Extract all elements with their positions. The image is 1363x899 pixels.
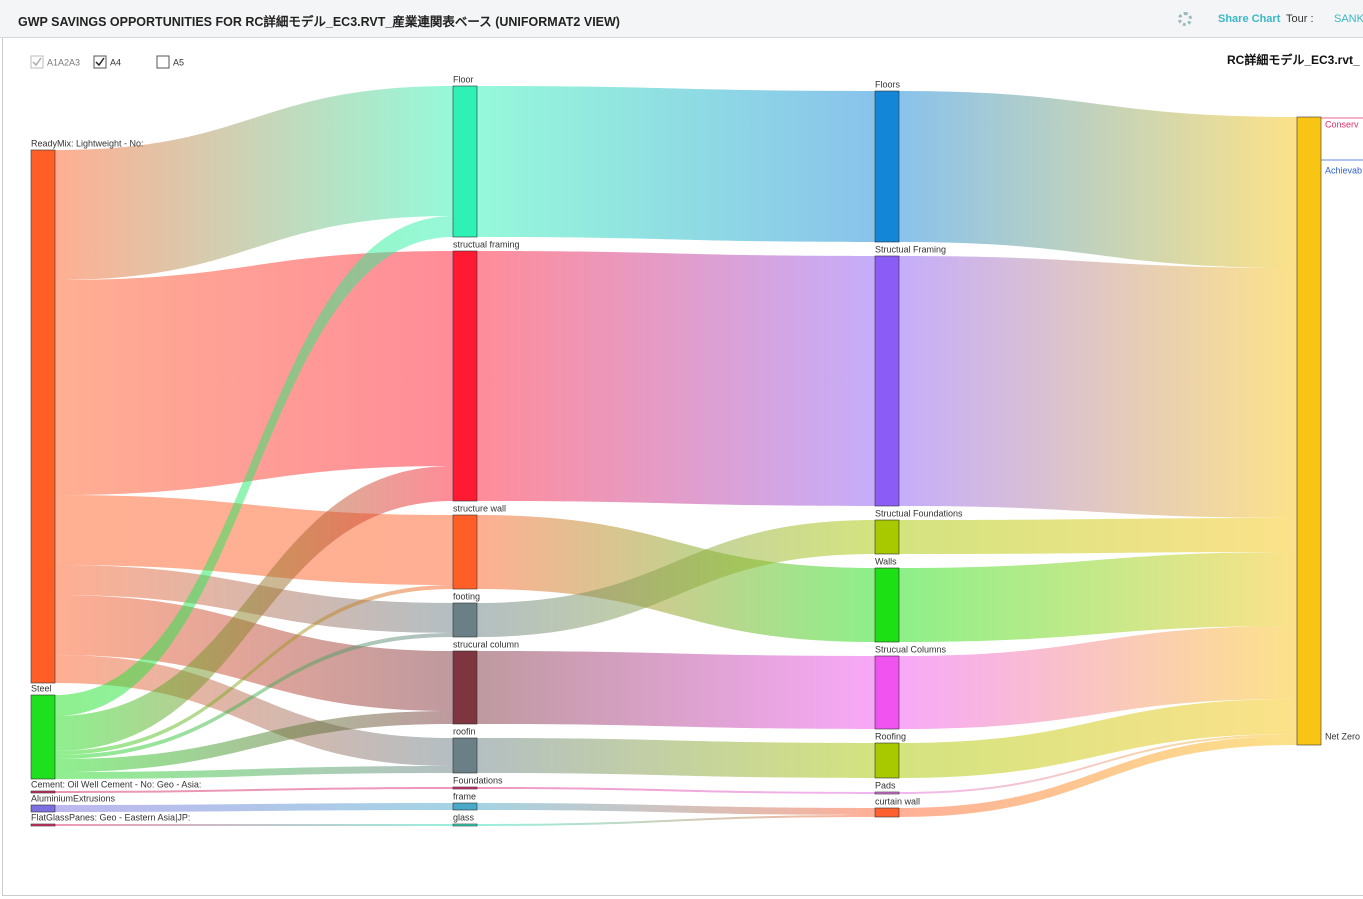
page-title: GWP SAVINGS OPPORTUNITIES FOR RC詳細モデル_EC… bbox=[18, 15, 620, 29]
annotation: Conserv bbox=[1325, 119, 1359, 129]
filter-label: A5 bbox=[173, 57, 184, 67]
link bbox=[899, 734, 1297, 794]
header: GWP SAVINGS OPPORTUNITIES FOR RC詳細モデル_EC… bbox=[0, 0, 1363, 38]
filter-checkbox[interactable] bbox=[156, 55, 170, 69]
link bbox=[477, 815, 875, 826]
node bbox=[30, 694, 56, 780]
filter-checkbox[interactable] bbox=[30, 55, 44, 69]
links bbox=[55, 86, 1297, 826]
node bbox=[874, 742, 900, 779]
link bbox=[55, 585, 453, 755]
node bbox=[874, 655, 900, 730]
node bbox=[452, 602, 478, 638]
link bbox=[55, 766, 453, 779]
node-label: Pads bbox=[875, 780, 896, 790]
node bbox=[452, 737, 478, 774]
link bbox=[477, 738, 875, 778]
filter-checkbox[interactable] bbox=[93, 55, 107, 69]
tour-link[interactable]: SANK bbox=[1334, 13, 1363, 25]
node bbox=[874, 255, 900, 507]
node-label: Floors bbox=[875, 79, 901, 89]
node-label: structual framing bbox=[453, 239, 520, 249]
link bbox=[55, 711, 453, 772]
node bbox=[1296, 116, 1322, 746]
link bbox=[55, 251, 453, 495]
link bbox=[899, 699, 1297, 778]
link bbox=[55, 216, 453, 716]
link bbox=[55, 803, 453, 812]
node bbox=[452, 823, 478, 827]
link bbox=[899, 626, 1297, 729]
node bbox=[30, 149, 56, 684]
node-label: Steel bbox=[31, 683, 52, 693]
node bbox=[874, 791, 900, 795]
node bbox=[452, 786, 478, 790]
node-label: Strucual Columns bbox=[875, 644, 947, 654]
node bbox=[874, 567, 900, 643]
node bbox=[452, 250, 478, 502]
check-mark bbox=[32, 57, 42, 67]
filter-label: A1A2A3 bbox=[47, 57, 80, 67]
node-label: FlatGlassPanes: Geo - Eastern Asia|JP: bbox=[31, 812, 190, 822]
node-label: Foundations bbox=[453, 775, 503, 785]
link bbox=[477, 787, 875, 794]
link bbox=[55, 787, 453, 793]
node-label: strucural column bbox=[453, 639, 519, 649]
link bbox=[899, 552, 1297, 642]
node-label: roofin bbox=[453, 726, 476, 736]
node bbox=[452, 514, 478, 590]
node bbox=[874, 807, 900, 818]
link bbox=[477, 86, 875, 242]
node-label: frame bbox=[453, 791, 476, 801]
node-label: ReadyMix: Lightweight - No: bbox=[31, 138, 144, 148]
settings-icon[interactable] bbox=[1178, 12, 1192, 26]
link bbox=[899, 736, 1297, 817]
chart-frame bbox=[2, 38, 1363, 896]
link bbox=[55, 824, 453, 826]
node-label: Structual Framing bbox=[875, 244, 946, 254]
node-label: structure wall bbox=[453, 503, 506, 513]
node-label: footing bbox=[453, 591, 480, 601]
node-label: AluminiumExtrusions bbox=[31, 793, 116, 803]
filter-label: A4 bbox=[110, 57, 121, 67]
link bbox=[55, 86, 453, 280]
link bbox=[899, 518, 1297, 554]
node-label: Walls bbox=[875, 556, 897, 566]
chart-title: RC詳細モデル_EC3.rvt_ bbox=[1227, 52, 1360, 67]
node bbox=[452, 650, 478, 725]
node bbox=[30, 804, 56, 813]
node-label: Roofing bbox=[875, 731, 906, 741]
check-mark bbox=[95, 57, 105, 67]
link bbox=[899, 91, 1297, 268]
annotation: Achievab bbox=[1325, 165, 1362, 175]
node-label: curtain wall bbox=[875, 796, 920, 806]
link bbox=[55, 633, 453, 759]
share-button[interactable]: Share Chart bbox=[1218, 13, 1281, 25]
node-label: Floor bbox=[453, 74, 474, 84]
node-label: glass bbox=[453, 812, 475, 822]
node bbox=[452, 802, 478, 811]
link bbox=[55, 595, 453, 711]
node bbox=[30, 790, 56, 794]
node bbox=[874, 519, 900, 555]
link bbox=[477, 520, 875, 637]
node-label: Structual Foundations bbox=[875, 508, 963, 518]
link bbox=[477, 803, 875, 815]
link bbox=[55, 655, 453, 766]
link bbox=[55, 466, 453, 751]
tour-label: Tour : bbox=[1286, 13, 1314, 25]
link bbox=[899, 256, 1297, 518]
node bbox=[30, 823, 56, 827]
node bbox=[874, 90, 900, 243]
link bbox=[477, 251, 875, 506]
node bbox=[452, 85, 478, 238]
link bbox=[477, 651, 875, 729]
node-label: Cement: Oil Well Cement - No: Geo - Asia… bbox=[31, 779, 201, 789]
node-label: Net Zero bbox=[1325, 731, 1360, 741]
